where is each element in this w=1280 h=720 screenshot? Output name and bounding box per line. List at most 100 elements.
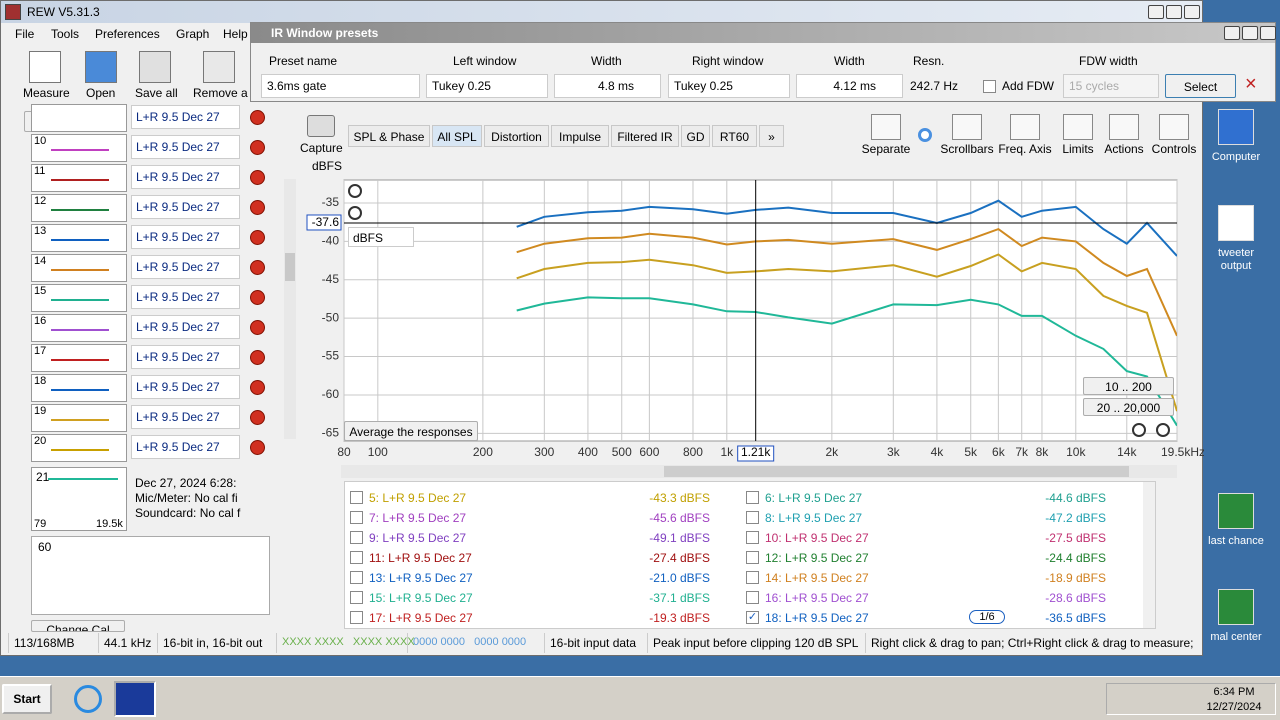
graph-tool-icon[interactable] [1109,114,1139,140]
measurement-name[interactable]: L+R 9.5 Dec 27 [131,135,240,159]
measurement-name[interactable]: L+R 9.5 Dec 27 [131,345,240,369]
legend-label[interactable]: 9: L+R 9.5 Dec 27 [369,531,467,545]
legend-checkbox[interactable] [350,591,363,604]
left-width[interactable]: 4.8 ms [554,74,661,98]
capture-icon[interactable] [307,115,335,137]
legend-label[interactable]: 11: L+R 9.5 Dec 27 [369,551,472,565]
graph-tab[interactable]: GD [681,125,710,147]
desktop-icon[interactable] [1218,589,1254,625]
fdw-checkbox[interactable] [983,80,996,93]
zoom-out[interactable] [1132,423,1146,437]
legend-label[interactable]: 14: L+R 9.5 Dec 27 [765,571,869,585]
zoom-out[interactable] [348,206,362,220]
graph-tool-label[interactable]: Separate [861,142,911,156]
graph-tab[interactable]: » [759,125,784,147]
legend-label[interactable]: 12: L+R 9.5 Dec 27 [765,551,869,565]
unit-select[interactable]: dBFS [348,227,414,247]
remove-button[interactable] [250,170,265,185]
graph-tool-icon[interactable] [952,114,982,140]
legend-label[interactable]: 7: L+R 9.5 Dec 27 [369,511,467,525]
graph-tab[interactable]: All SPL [432,125,482,147]
remove-button[interactable] [250,110,265,125]
legend-checkbox[interactable] [350,531,363,544]
fdw-width[interactable]: 15 cycles [1063,74,1159,98]
remove-button[interactable] [250,440,265,455]
legend-label[interactable]: 15: L+R 9.5 Dec 27 [369,591,473,605]
legend-label[interactable]: 13: L+R 9.5 Dec 27 [369,571,473,585]
legend-checkbox[interactable] [746,571,759,584]
menu-item[interactable]: Help [223,27,248,41]
close[interactable] [1260,26,1276,40]
measurement-name[interactable]: L+R 9.5 Dec 27 [131,225,240,249]
close[interactable] [1184,5,1200,19]
zoom-in[interactable] [1156,423,1170,437]
graph-tab[interactable]: Impulse [551,125,609,147]
minimize[interactable] [1224,26,1240,40]
legend-checkbox[interactable] [350,511,363,524]
legend-checkbox[interactable] [350,611,363,624]
left-window-select[interactable]: Tukey 0.25 [426,74,548,98]
menu-item[interactable]: Graph [176,27,210,41]
ie-icon[interactable] [74,685,102,713]
legend-checkbox[interactable] [746,591,759,604]
menu-item[interactable]: Tools [51,27,80,41]
h-scroll-thumb[interactable] [664,466,1129,477]
menu-item[interactable]: Preferences [95,27,160,41]
remove-button[interactable] [250,320,265,335]
graph-tool-label[interactable]: Limits [1062,142,1094,156]
right-window-select[interactable]: Tukey 0.25 [668,74,790,98]
graph-tool-icon[interactable] [1063,114,1093,140]
graph-tab[interactable]: Distortion [484,125,549,147]
legend-label[interactable]: 17: L+R 9.5 Dec 27 [369,611,473,625]
select-button[interactable]: Select [1165,74,1236,98]
graph-tool-label[interactable]: Freq. Axis [998,142,1052,156]
legend-label[interactable]: 16: L+R 9.5 Dec 27 [765,591,869,605]
toggle[interactable] [918,128,932,142]
graph-tab[interactable]: SPL & Phase [348,125,430,147]
remove-button[interactable] [250,380,265,395]
start-button[interactable]: Start [2,684,52,714]
legend-label[interactable]: 10: L+R 9.5 Dec 27 [765,531,869,545]
remove-button[interactable] [250,410,265,425]
measurement-name[interactable]: L+R 9.5 Dec 27 [131,405,240,429]
graph-tool-icon[interactable] [871,114,901,140]
change-cal-button[interactable]: Change Cal [31,620,125,632]
graph-tool-label[interactable]: Scrollbars [940,142,994,156]
measurement-name[interactable]: L+R 9.5 Dec 27 [131,195,240,219]
remove-button[interactable] [250,140,265,155]
legend-checkbox[interactable] [746,491,759,504]
toolbar-button[interactable]: Open [86,86,116,100]
legend-label[interactable]: 6: L+R 9.5 Dec 27 [765,491,863,505]
rew-task[interactable] [114,681,156,717]
legend-label[interactable]: 18: L+R 9.5 Dec 27 [765,611,869,625]
graph-tool-label[interactable]: Controls [1151,142,1197,156]
range-button[interactable]: 10 .. 200 [1083,377,1174,395]
capture-label[interactable]: Capture [300,141,343,155]
desktop-icon-label[interactable]: mal center [1210,631,1262,643]
toolbar-button[interactable]: Save all [135,86,178,100]
toolbar-button[interactable]: Remove a [193,86,248,100]
desktop-icon[interactable] [1218,205,1254,241]
desktop-icon-label[interactable]: tweeter output [1217,247,1255,272]
measurement-name[interactable]: L+R 9.5 Dec 27 [131,255,240,279]
average-button[interactable]: Average the responses [344,421,478,441]
graph-tool-icon[interactable] [1010,114,1040,140]
legend-checkbox[interactable] [746,531,759,544]
legend-checkbox[interactable] [746,511,759,524]
desktop-icon[interactable] [1218,493,1254,529]
preset-name[interactable]: 3.6ms gate [261,74,420,98]
remove-button[interactable] [250,200,265,215]
desktop-icon[interactable] [1218,109,1254,145]
close-dialog-x[interactable]: × [1245,73,1257,95]
graph-tool-icon[interactable] [1159,114,1189,140]
fdw-label[interactable]: Add FDW [1002,79,1055,93]
zoom-in[interactable] [348,184,362,198]
maximize[interactable] [1166,5,1182,19]
smoothing[interactable]: 1/6 [969,610,1005,624]
measurement-name[interactable]: L+R 9.5 Dec 27 [131,105,240,129]
measurement-name[interactable]: L+R 9.5 Dec 27 [131,285,240,309]
measurement-name[interactable]: L+R 9.5 Dec 27 [131,435,240,459]
remove-button[interactable] [250,230,265,245]
legend-checkbox[interactable] [746,551,759,564]
remove-button[interactable] [250,350,265,365]
